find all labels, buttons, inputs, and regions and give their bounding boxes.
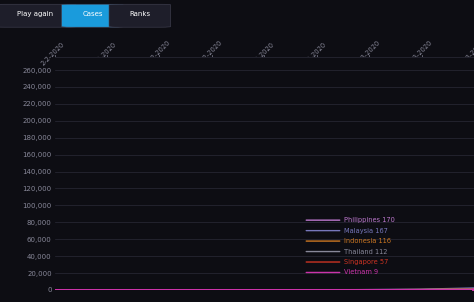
Text: Ranks: Ranks <box>129 11 150 17</box>
Text: 9-2-2020: 9-2-2020 <box>92 41 118 67</box>
Text: 1-3-2020: 1-3-2020 <box>249 41 275 67</box>
Text: Malaysia 167: Malaysia 167 <box>344 228 388 234</box>
Text: Singapore 57: Singapore 57 <box>344 259 388 265</box>
Text: 16-2-2020: 16-2-2020 <box>143 40 172 68</box>
Text: 2-2-2020: 2-2-2020 <box>39 41 65 67</box>
Text: Play again: Play again <box>18 11 54 17</box>
Text: 22-3-2020: 22-3-2020 <box>405 40 434 68</box>
Text: Vietnam 9: Vietnam 9 <box>344 269 378 275</box>
FancyBboxPatch shape <box>109 4 171 27</box>
Text: Philippines 170: Philippines 170 <box>344 217 395 223</box>
FancyBboxPatch shape <box>0 4 76 27</box>
Text: 15-3-2020: 15-3-2020 <box>353 40 381 68</box>
Text: Thailand 112: Thailand 112 <box>344 249 387 255</box>
Text: 23-2-2020: 23-2-2020 <box>195 40 224 68</box>
Text: Cases: Cases <box>82 11 103 17</box>
Text: 29-3-2020: 29-3-2020 <box>458 40 474 68</box>
FancyBboxPatch shape <box>62 4 123 27</box>
Text: Indonesia 116: Indonesia 116 <box>344 238 391 244</box>
Text: 8-3-2020: 8-3-2020 <box>302 41 328 67</box>
